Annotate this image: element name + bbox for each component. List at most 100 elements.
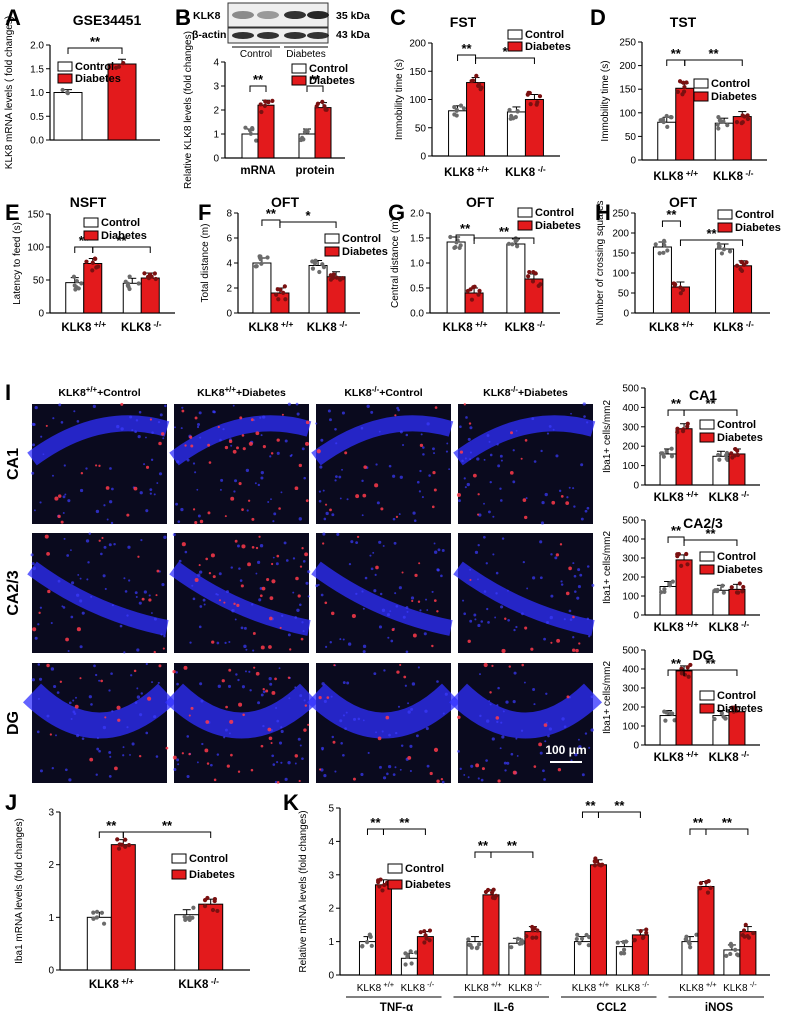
nucleus [539, 540, 543, 544]
nucleus [483, 458, 486, 461]
nucleus [547, 734, 550, 738]
nucleus [395, 731, 398, 735]
data-point [740, 589, 745, 594]
nucleus [411, 682, 416, 686]
nucleus [369, 554, 372, 557]
data-point [408, 949, 413, 954]
chart-title: OFT [669, 194, 697, 210]
data-point [212, 896, 217, 902]
nucleus [561, 717, 565, 721]
nucleus [323, 517, 327, 521]
nucleus [348, 563, 352, 566]
data-point [729, 585, 734, 590]
data-point [262, 103, 267, 109]
nucleus [85, 539, 90, 543]
blot-band-klk8 [257, 11, 279, 19]
bar [448, 110, 468, 157]
blot-band-actin [307, 32, 329, 39]
data-point [621, 939, 626, 945]
sig-label: ** [90, 34, 101, 49]
microglia [44, 534, 49, 539]
data-point [682, 672, 687, 677]
y-tick-label: 3 [48, 808, 54, 819]
microglia [194, 416, 198, 420]
cell-layer [164, 683, 319, 739]
nucleus [267, 500, 270, 503]
microglia [276, 554, 280, 558]
nucleus [397, 408, 400, 412]
nucleus [184, 550, 188, 554]
nucleus [269, 682, 273, 686]
bar [675, 559, 693, 616]
legend-label-control: Control [717, 690, 756, 702]
blot-label-actin: β-actin [192, 29, 226, 41]
sig-bracket [683, 669, 738, 676]
nucleus [477, 544, 480, 547]
nucleus [164, 404, 167, 408]
data-point [90, 260, 95, 265]
data-point [592, 863, 597, 868]
data-point [675, 430, 680, 435]
nucleus [405, 433, 409, 437]
sig-label: ** [507, 838, 518, 853]
nucleus [192, 462, 196, 465]
microglia [207, 443, 211, 447]
x-subcategory-label: KLK8 +/+ [357, 980, 395, 994]
data-point [322, 104, 327, 109]
data-point [364, 939, 370, 945]
nucleus [486, 719, 490, 723]
nucleus [378, 625, 383, 629]
nucleus [572, 487, 575, 490]
data-point [275, 287, 280, 292]
y-axis-label: Iba1+ cells/mm2 [602, 531, 613, 605]
nucleus [395, 604, 399, 608]
microglia [301, 547, 304, 550]
nucleus [102, 574, 106, 578]
nucleus [315, 422, 318, 425]
nucleus [39, 606, 43, 609]
nucleus [522, 561, 525, 564]
data-point [146, 276, 151, 281]
microglia [230, 496, 235, 501]
data-point [117, 842, 122, 847]
nucleus [189, 641, 192, 644]
data-point [729, 451, 734, 456]
data-point [427, 928, 433, 933]
microglia [412, 633, 417, 638]
data-point [263, 99, 268, 104]
nucleus [516, 755, 519, 757]
nucleus [409, 769, 412, 773]
nucleus [347, 642, 352, 646]
nucleus [426, 422, 430, 426]
microglia [477, 513, 480, 516]
nucleus [272, 763, 276, 766]
nucleus [499, 747, 502, 750]
nucleus [238, 567, 241, 570]
y-tick-label: 300 [622, 422, 639, 433]
charts-layer: 0.0 0.5 1.0 1.5 2.0 KLK8 mRNA levels ( fold c… [4, 5, 781, 1011]
legend-swatch-control [57, 61, 73, 72]
nucleus [156, 482, 159, 485]
nucleus [405, 606, 409, 610]
nucleus [318, 490, 322, 493]
data-point [664, 449, 669, 454]
y-tick-label: 2 [226, 284, 232, 295]
nucleus [378, 430, 381, 433]
nucleus [237, 678, 240, 682]
nucleus [505, 700, 509, 704]
nucleus [90, 703, 93, 706]
x-category-label: KLK8 +/+ [61, 319, 106, 334]
nucleus [180, 427, 183, 430]
microglia [375, 565, 379, 570]
data-point [520, 939, 525, 945]
nucleus [375, 731, 377, 734]
data-point [282, 284, 287, 289]
y-tick-label: 0 [226, 309, 232, 320]
microglia [399, 663, 402, 667]
nucleus [196, 425, 200, 429]
y-tick-label: 200 [622, 442, 639, 453]
y-tick-label: 8 [226, 209, 232, 220]
nucleus [128, 579, 131, 582]
panel-label: A [5, 5, 21, 30]
nucleus [260, 476, 264, 480]
